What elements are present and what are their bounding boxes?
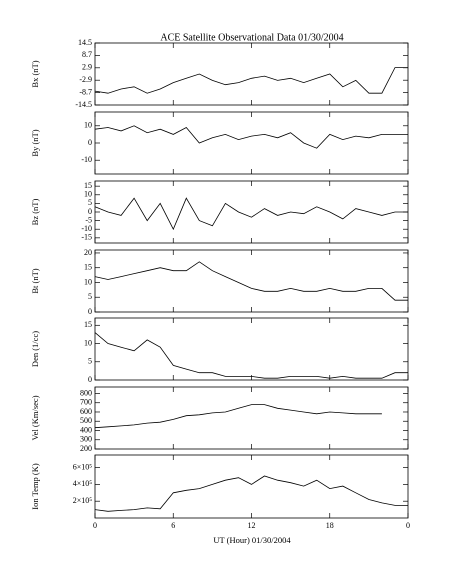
y-tick-label: -10 — [81, 155, 92, 164]
panel-frame — [94, 111, 409, 175]
y-tick-label: 800 — [80, 388, 92, 397]
y-tick-label: 15 — [84, 320, 92, 329]
y-tick-label: 300 — [80, 435, 92, 444]
y-axis-label: Bz (nT) — [30, 198, 40, 225]
x-tick-label: 18 — [326, 521, 334, 530]
y-tick-label: 400 — [80, 425, 92, 434]
y-tick-label: 2.9 — [82, 63, 92, 72]
y-tick-label: -8.7 — [79, 87, 92, 96]
data-line — [94, 67, 408, 94]
y-axis-label: Den (1/cc) — [30, 331, 40, 367]
data-line — [94, 404, 382, 429]
y-axis-label: By (nT) — [30, 129, 40, 156]
y-tick-label: -5 — [85, 215, 92, 224]
y-tick-label: 0 — [88, 307, 92, 316]
y-tick-label: -10 — [81, 224, 92, 233]
y-tick-label: -15 — [81, 233, 92, 242]
y-tick-label: -14.5 — [75, 100, 92, 109]
y-tick-label: 14.5 — [78, 38, 92, 47]
y-axis-label: Ion Temp (K) — [30, 463, 40, 510]
y-tick-label: 15 — [84, 263, 92, 272]
y-tick-label: -2.9 — [79, 75, 92, 84]
y-tick-label: 0 — [88, 375, 92, 384]
y-tick-label: 5 — [88, 357, 92, 366]
data-line — [94, 332, 408, 379]
x-tick-label: 0 — [406, 521, 410, 530]
y-tick-label: 0 — [88, 207, 92, 216]
data-line — [94, 261, 408, 301]
x-tick-label: 12 — [248, 521, 256, 530]
y-tick-label: 500 — [80, 416, 92, 425]
y-tick-label: 200 — [80, 444, 92, 453]
x-tick-label: 6 — [171, 521, 175, 530]
panel-frame — [94, 249, 409, 313]
panel-frame — [94, 386, 409, 450]
y-tick-label: 15 — [84, 181, 92, 190]
y-tick-label: 2×10⁵ — [73, 496, 93, 505]
y-tick-label: 5 — [88, 198, 92, 207]
data-line — [94, 125, 408, 149]
data-line — [94, 475, 408, 512]
y-axis-label: Vel (Km/sec) — [30, 395, 40, 440]
y-tick-label: 4×10⁵ — [73, 479, 93, 488]
y-tick-label: 8.7 — [82, 50, 92, 59]
y-tick-label: 5 — [88, 292, 92, 301]
y-tick-label: 6×10⁵ — [73, 462, 93, 471]
y-tick-label: 0 — [88, 138, 92, 147]
x-axis-label: UT (Hour) 01/30/2004 — [213, 535, 291, 545]
y-tick-label: 10 — [84, 121, 92, 130]
panel-frame — [94, 317, 409, 381]
y-tick-label: 600 — [80, 407, 92, 416]
y-tick-label: 10 — [84, 190, 92, 199]
y-axis-label: Bx (nT) — [30, 60, 40, 87]
x-tick-label: 0 — [93, 521, 97, 530]
y-tick-label: 700 — [80, 398, 92, 407]
y-tick-label: 10 — [84, 277, 92, 286]
panel-frame — [94, 42, 409, 106]
data-line — [94, 197, 408, 231]
y-tick-label: 20 — [84, 248, 92, 257]
y-tick-label: 10 — [84, 338, 92, 347]
chart-title: ACE Satellite Observational Data 01/30/2… — [160, 32, 343, 43]
y-axis-label: Bt (nT) — [30, 268, 40, 293]
